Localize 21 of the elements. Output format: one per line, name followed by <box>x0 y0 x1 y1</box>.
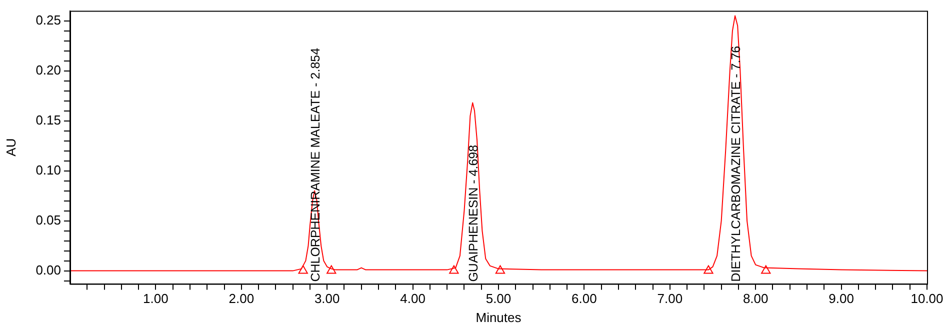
x-tick-label: 3.00 <box>314 291 340 306</box>
x-tick-label: 7.00 <box>657 291 683 306</box>
annotation: CHLORPHENIRAMINE MALEATE - 2.854 <box>308 48 323 282</box>
annotation: DIETHYLCARBOMAZINE CITRATE - 7.76 <box>729 46 744 282</box>
y-tick-label: 0.05 <box>36 212 61 228</box>
x-tick-label: 10.00 <box>910 291 944 306</box>
y-tick-label: 0.25 <box>36 12 61 28</box>
y-tick-label: 0.20 <box>36 62 61 78</box>
y-tick-label: 0.00 <box>36 262 61 278</box>
x-tick-label: 9.00 <box>828 291 854 306</box>
x-tick-label: 1.00 <box>143 291 168 306</box>
y-axis-title: AU <box>3 138 18 156</box>
x-axis-title: Minutes <box>476 310 522 325</box>
x-tick-label: 5.00 <box>486 291 512 306</box>
x-tick-label: 8.00 <box>742 291 768 306</box>
y-tick-label: 0.15 <box>36 112 61 128</box>
x-tick-label: 2.00 <box>228 291 254 306</box>
x-tick-label: 6.00 <box>572 291 597 306</box>
x-tick-label: 4.00 <box>400 291 426 306</box>
annotation: GUAIPHENESIN - 4.698 <box>466 144 481 282</box>
y-tick-label: 0.10 <box>36 162 61 178</box>
